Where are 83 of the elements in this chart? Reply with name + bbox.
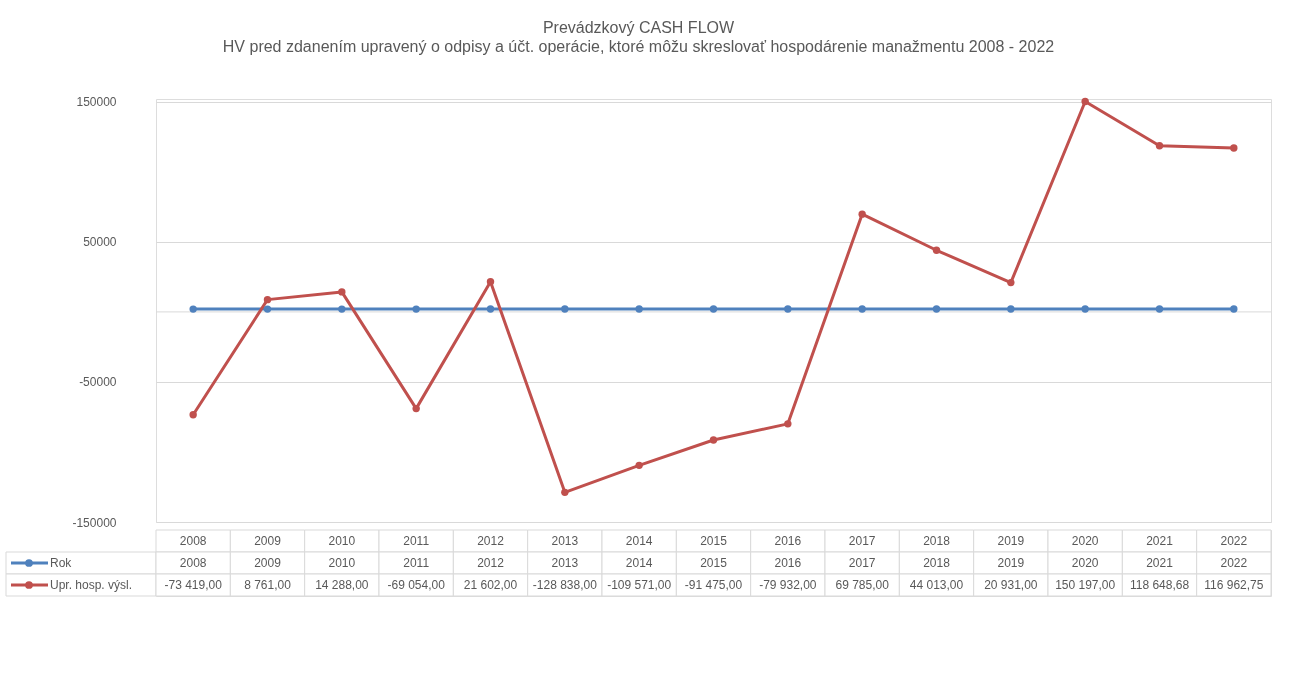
data-label: 2019 <box>997 534 1025 548</box>
data-label: 2016 <box>774 534 802 548</box>
data-label: 2018 <box>923 534 951 548</box>
y-tick-label: 150000 <box>76 95 117 110</box>
point <box>412 305 420 313</box>
x-tick-label: 2016 <box>774 556 802 570</box>
data-label: 2008 <box>179 534 207 548</box>
point <box>1007 278 1015 287</box>
point <box>189 411 197 419</box>
y-tick-label: -150000 <box>72 515 117 530</box>
point <box>858 305 866 313</box>
data-label: 14 288,00 <box>315 578 369 592</box>
point <box>263 295 272 304</box>
point <box>709 305 718 313</box>
x-tick-label: 2019 <box>997 556 1025 570</box>
point <box>635 305 643 313</box>
data-label: -79 932,00 <box>759 578 817 592</box>
point <box>1230 305 1238 313</box>
x-tick-label: 2012 <box>477 556 505 570</box>
data-label: 2009 <box>254 534 282 548</box>
x-tick-label: 2013 <box>551 556 579 570</box>
y-tick-label: 50000 <box>83 235 117 250</box>
point <box>412 404 420 413</box>
data-label: -128 838,00 <box>532 578 598 592</box>
point <box>635 461 643 470</box>
point <box>858 210 866 218</box>
x-tick-label: 2008 <box>179 556 207 570</box>
data-label: 2021 <box>1146 534 1174 548</box>
data-label: -73 419,00 <box>164 578 223 592</box>
data-label: 2022 <box>1220 534 1248 548</box>
data-label: 2012 <box>477 534 505 548</box>
point <box>932 246 941 254</box>
chart-title: Prevádzkový CASH FLOW <box>542 19 735 37</box>
x-tick-label: 2022 <box>1220 556 1248 570</box>
data-label: 44 013,00 <box>909 578 964 592</box>
point <box>189 305 197 313</box>
point <box>1007 305 1015 313</box>
data-label: -69 054,00 <box>387 578 446 592</box>
data-label: 8 761,00 <box>244 578 292 592</box>
data-label: 116 962,75 <box>1204 578 1264 592</box>
point <box>1081 305 1089 313</box>
data-label: 2015 <box>700 534 728 548</box>
legend-label: Upr. hosp. výsl. <box>50 578 133 592</box>
point <box>338 305 346 313</box>
point <box>1081 97 1089 106</box>
point <box>1230 144 1238 152</box>
x-tick-label: 2014 <box>625 556 653 570</box>
x-tick-label: 2015 <box>700 556 728 570</box>
data-label: 21 602,00 <box>463 578 518 592</box>
y-tick-label: -50000 <box>79 375 117 390</box>
point <box>561 305 569 313</box>
x-tick-label: 2010 <box>328 556 356 570</box>
data-label: -109 571,00 <box>607 578 672 592</box>
point <box>561 488 569 497</box>
data-label: 2014 <box>625 534 653 548</box>
legend-label: Rok <box>50 556 73 570</box>
point <box>1155 142 1164 150</box>
point <box>338 288 346 296</box>
data-label: 2010 <box>328 534 356 548</box>
data-label: 2017 <box>848 534 876 548</box>
x-tick-label: 2009 <box>254 556 282 570</box>
point <box>784 420 792 428</box>
point <box>486 305 495 313</box>
data-label: 118 648,68 <box>1129 578 1190 592</box>
data-label: 20 931,00 <box>984 578 1038 592</box>
point <box>709 436 718 444</box>
data-label: 2020 <box>1071 534 1099 548</box>
x-tick-label: 2020 <box>1071 556 1099 570</box>
point <box>1155 305 1164 313</box>
chart-subtitle: HV pred zdanením upravený o odpisy a účt. operácie, ktoré môžu skreslovať hospodárenie manažmentu 2008 - 2022 <box>222 38 1055 56</box>
x-tick-label: 2011 <box>403 556 430 570</box>
data-label: 2013 <box>551 534 579 548</box>
point <box>263 305 272 313</box>
x-tick-label: 2017 <box>848 556 876 570</box>
data-label: 69 785,00 <box>835 578 890 592</box>
x-tick-label: 2021 <box>1146 556 1174 570</box>
x-tick-label: 2018 <box>923 556 951 570</box>
point <box>932 305 941 313</box>
point <box>784 305 792 313</box>
data-label: 150 197,00 <box>1055 578 1116 592</box>
data-label: 2011 <box>403 534 430 548</box>
point <box>486 277 495 286</box>
data-label: -91 475,00 <box>684 578 743 592</box>
